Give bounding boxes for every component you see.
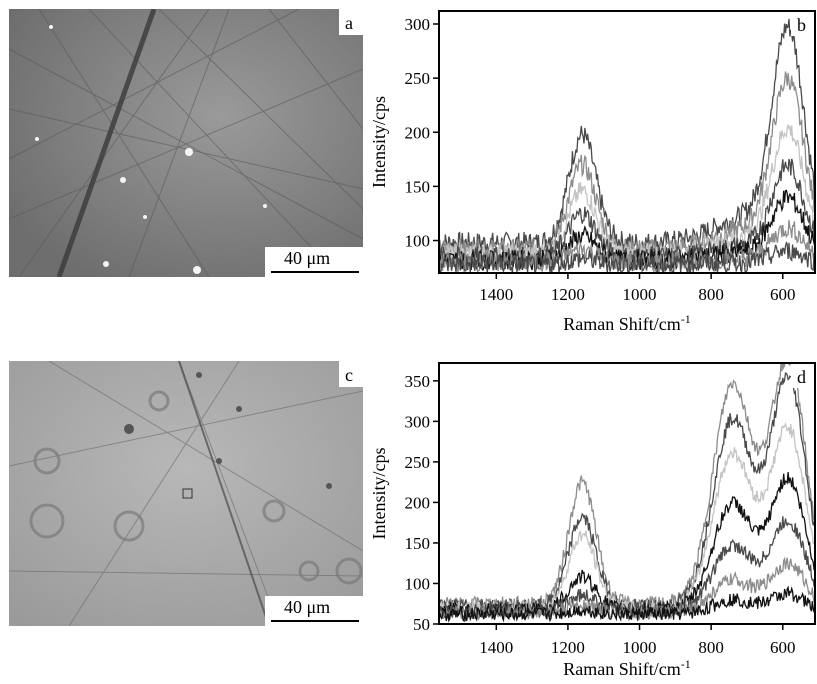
y-tick-label-b-150: 150 [405, 177, 431, 196]
x-tick-label-d-1000: 1000 [623, 638, 657, 657]
plot-frame-d [438, 362, 816, 625]
plot-d: 1400 1200 1000 800 600 50 100 150 200 250 300 350 d R… [369, 362, 816, 679]
micrograph-a: a 40 μm [9, 9, 363, 277]
series-b-2 [439, 124, 815, 266]
panel-letter-d: d [797, 367, 806, 387]
series-b-6 [439, 241, 815, 273]
x-tick-label-b-1400: 1400 [479, 285, 513, 304]
series-d-0 [439, 363, 815, 613]
panel-letter-c: c [345, 365, 353, 385]
x-tick-label-b-600: 600 [770, 285, 796, 304]
y-tick-label-d-50: 50 [413, 615, 430, 634]
panel-letter-a: a [345, 13, 353, 33]
x-axis-title-d: Raman Shift/cm-1 [563, 657, 690, 679]
y-tick-label-d-250: 250 [405, 453, 431, 472]
x-tick-label-b-800: 800 [698, 285, 724, 304]
series-b-3 [439, 158, 815, 267]
series-b-0 [439, 18, 815, 255]
y-tick-label-b-300: 300 [405, 15, 431, 34]
micrograph-a-image: a 40 μm [9, 9, 363, 277]
x-tick-label-b-1000: 1000 [623, 285, 657, 304]
plot-b: 1400 1200 1000 800 600 100 150 200 250 300 b Raman … [369, 10, 816, 334]
x-axis-title-b: Raman Shift/cm-1 [563, 312, 690, 334]
plot-frame-b [438, 10, 816, 274]
y-tick-label-d-150: 150 [405, 534, 431, 553]
y-tick-label-b-250: 250 [405, 69, 431, 88]
y-tick-label-d-350: 350 [405, 372, 431, 391]
micrograph-c: c 40 μm [9, 361, 363, 626]
x-tick-label-d-600: 600 [770, 638, 796, 657]
series-d-5 [439, 556, 815, 622]
x-tick-label-d-800: 800 [698, 638, 724, 657]
y-axis-title-d: Intensity/cps [369, 448, 389, 540]
series-d-4 [439, 516, 815, 621]
panel-letter-b: b [797, 15, 806, 35]
series-b-5 [439, 220, 815, 273]
series-d-3 [439, 471, 815, 619]
x-tick-label-b-1200: 1200 [551, 285, 585, 304]
series-b-4 [439, 189, 815, 272]
scale-bar-label-c: 40 μm [284, 597, 330, 617]
y-tick-label-d-200: 200 [405, 493, 431, 512]
y-axis-title-b: Intensity/cps [369, 96, 389, 188]
y-tick-label-b-100: 100 [405, 232, 431, 251]
series-d-2 [439, 422, 815, 617]
scale-bar-label-a: 40 μm [284, 248, 330, 268]
x-tick-label-d-1200: 1200 [551, 638, 585, 657]
series-d-1 [439, 372, 815, 616]
micrograph-c-image: c 40 μm [9, 361, 363, 626]
x-tick-label-d-1400: 1400 [479, 638, 513, 657]
y-tick-label-b-200: 200 [405, 123, 431, 142]
series-d-6 [439, 585, 815, 623]
series-b-1 [439, 71, 815, 261]
y-tick-label-d-300: 300 [405, 412, 431, 431]
y-tick-label-d-100: 100 [405, 574, 431, 593]
